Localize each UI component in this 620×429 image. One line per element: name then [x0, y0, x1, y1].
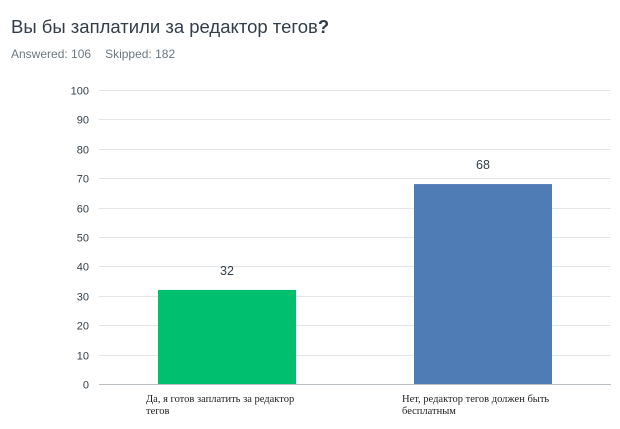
response-stats: Answered: 106 Skipped: 182 [11, 47, 175, 61]
y-tick-label: 10 [77, 351, 89, 363]
x-tick-label: Нет, редактор тегов должен быть бесплатн… [402, 394, 550, 417]
answered-count: Answered: 106 [11, 47, 92, 61]
skipped-count: Skipped: 182 [105, 47, 176, 61]
y-tick-label: 30 [77, 292, 89, 304]
question-title: Вы бы заплатили за редактор тегов? [11, 16, 329, 38]
y-tick-label: 90 [77, 115, 89, 127]
y-tick-label: 0 [83, 380, 89, 392]
bar-value-label: 68 [476, 158, 490, 172]
y-tick-label: 80 [77, 145, 89, 157]
bar-value-label: 32 [220, 264, 234, 278]
bar [158, 289, 296, 384]
y-tick-label: 70 [77, 174, 89, 186]
bar [414, 184, 552, 384]
y-tick-label: 50 [77, 233, 89, 245]
y-tick-label: 40 [77, 262, 89, 274]
question-title-mark: ? [317, 16, 330, 37]
y-tick-label: 100 [71, 86, 89, 98]
y-tick-label: 20 [77, 321, 89, 333]
y-tick-label: 60 [77, 204, 89, 216]
x-tick-label: Да, я готов заплатить за редактор тегов [146, 394, 295, 417]
question-title-text: Вы бы заплатили за редактор тегов [11, 16, 318, 37]
